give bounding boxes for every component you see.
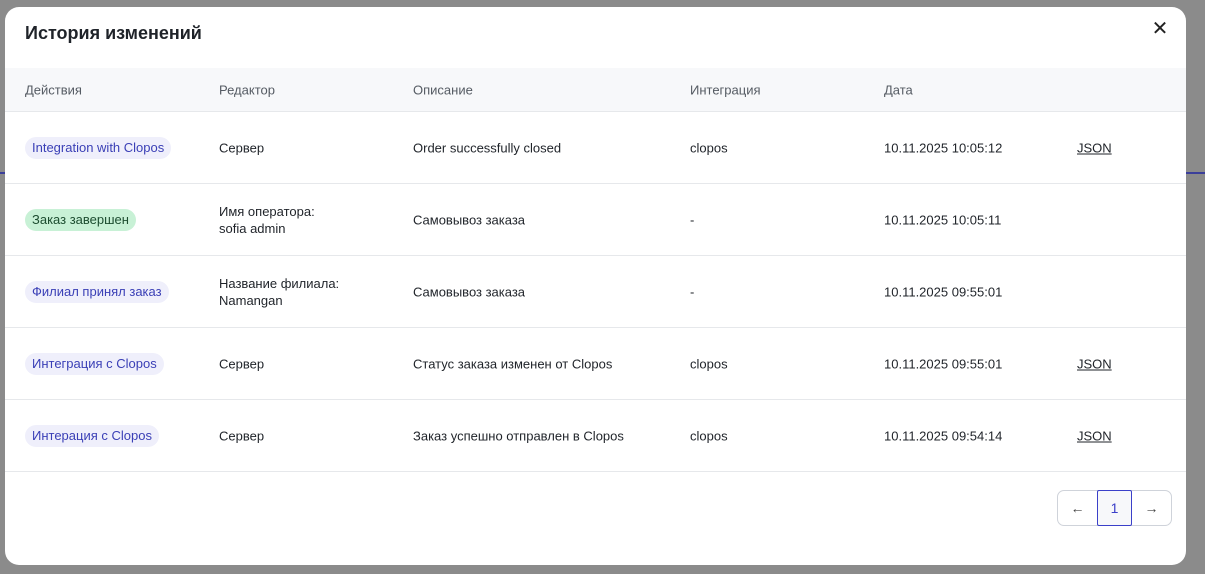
action-cell: Филиал принял заказ: [25, 280, 169, 303]
editor-line: Сервер: [219, 428, 265, 443]
table-row: Филиал принял заказ Название филиала: Nam…: [5, 256, 1186, 328]
pagination: ← 1 →: [1057, 490, 1172, 526]
action-badge: Интерация с Clopos: [25, 424, 159, 447]
json-link[interactable]: JSON: [1077, 140, 1112, 155]
editor-line: sofia admin: [219, 220, 286, 236]
action-cell: Интеграция с Clopos: [25, 352, 164, 375]
action-badge: Филиал принял заказ: [25, 280, 169, 303]
editor-cell: Сервер: [219, 355, 264, 372]
date-cell: 10.11.2025 09:54:14: [884, 428, 1003, 443]
close-icon[interactable]: ✕: [1151, 18, 1169, 40]
description-cell: Order successfully closed: [413, 140, 562, 155]
date-cell: 10.11.2025 09:55:01: [884, 356, 1003, 371]
col-description: Описание: [413, 82, 473, 97]
integration-cell: clopos: [690, 140, 728, 155]
modal-title: История изменений: [25, 23, 202, 43]
editor-line: Сервер: [219, 356, 265, 371]
prev-page-button[interactable]: ←: [1070, 500, 1085, 516]
action-cell: Интерация с Clopos: [25, 424, 159, 447]
editor-cell: Сервер: [219, 139, 264, 156]
date-cell: 10.11.2025 10:05:11: [884, 212, 1002, 227]
json-link[interactable]: JSON: [1077, 356, 1112, 371]
integration-cell: clopos: [690, 428, 728, 443]
editor-line: Сервер: [219, 140, 265, 155]
bg-decor: [0, 172, 5, 174]
col-integration: Интеграция: [690, 82, 761, 97]
col-date: Дата: [884, 82, 913, 97]
editor-cell: Имя оператора: sofia admin: [219, 203, 315, 237]
page-1-button[interactable]: 1: [1097, 490, 1132, 526]
action-cell: Integration with Clopos: [25, 136, 172, 159]
editor-cell: Сервер: [219, 427, 264, 444]
integration-cell: -: [690, 212, 695, 227]
col-actions: Действия: [25, 82, 82, 97]
editor-line: Имя оператора:: [219, 203, 315, 219]
action-cell: Заказ завершен: [25, 208, 136, 231]
action-badge: Заказ завершен: [25, 208, 136, 231]
editor-line: Название филиала:: [219, 275, 340, 291]
action-badge: Интеграция с Clopos: [25, 352, 164, 375]
table-row: Integration with Clopos Сервер Order suc…: [5, 112, 1186, 184]
description-cell: Самовывоз заказа: [413, 284, 526, 299]
col-editor: Редактор: [219, 82, 275, 97]
bg-decor: [1186, 172, 1205, 174]
description-cell: Самовывоз заказа: [413, 212, 526, 227]
table-header: Действия Редактор Описание Интеграция Да…: [5, 68, 1186, 112]
description-cell: Статус заказа изменен от Clopos: [413, 356, 613, 371]
action-badge: Integration with Clopos: [25, 136, 172, 159]
integration-cell: clopos: [690, 356, 728, 371]
history-modal: История изменений ✕ Действия Редактор Оп…: [5, 7, 1186, 565]
table-row: Интеграция с Clopos Сервер Статус заказа…: [5, 328, 1186, 400]
next-page-button[interactable]: →: [1144, 500, 1159, 516]
editor-cell: Название филиала: Namangan: [219, 275, 339, 309]
json-link[interactable]: JSON: [1077, 428, 1112, 443]
table-row: Интерация с Clopos Сервер Заказ успешно …: [5, 400, 1186, 472]
table-row: Заказ завершен Имя оператора: sofia admin…: [5, 184, 1186, 256]
integration-cell: -: [690, 284, 695, 299]
editor-line: Namangan: [219, 292, 283, 308]
description-cell: Заказ успешно отправлен в Clopos: [413, 428, 624, 443]
date-cell: 10.11.2025 09:55:01: [884, 284, 1003, 299]
date-cell: 10.11.2025 10:05:12: [884, 140, 1003, 155]
